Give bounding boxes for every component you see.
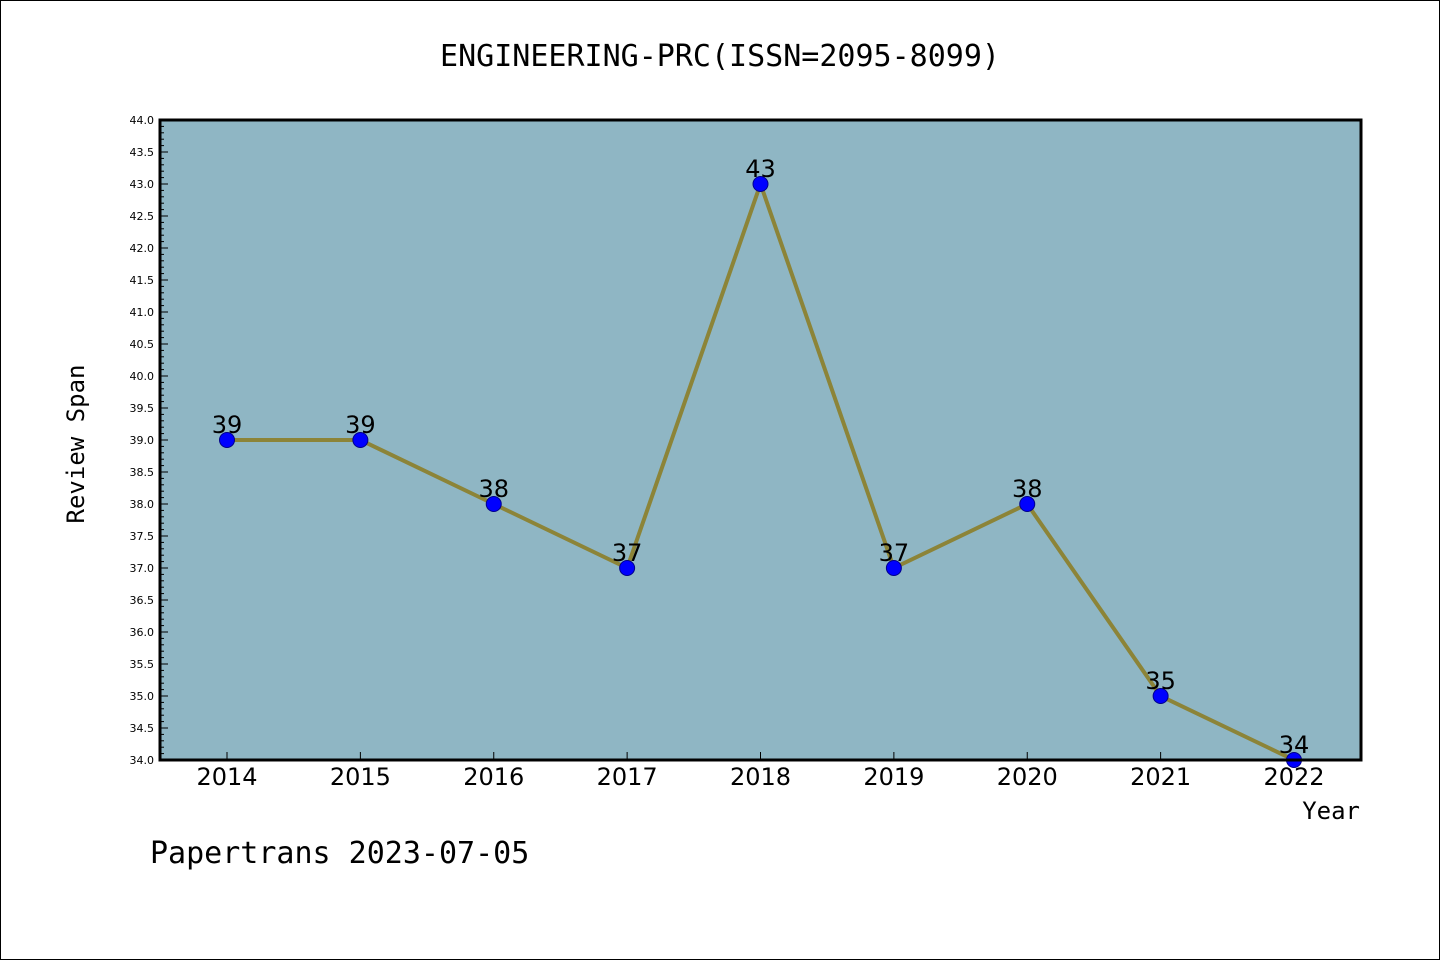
data-label: 37	[612, 539, 643, 567]
data-label: 39	[345, 411, 376, 439]
y-tick-label: 35.5	[130, 658, 155, 671]
y-tick-label: 44.0	[130, 114, 155, 127]
y-tick-label: 42.0	[130, 242, 155, 255]
y-tick-label: 40.0	[130, 370, 155, 383]
x-tick-label: 2015	[330, 763, 391, 791]
x-tick-label: 2021	[1130, 763, 1191, 791]
data-labels: 39 39 38 37 43 37 38 35 34	[212, 155, 1310, 759]
y-tick-label: 41.0	[130, 306, 155, 319]
x-tick-label: 2017	[597, 763, 658, 791]
y-tick-label: 43.0	[130, 178, 155, 191]
y-tick-label: 38.0	[130, 498, 155, 511]
y-tick-label: 37.0	[130, 562, 155, 575]
data-point	[485, 496, 502, 512]
plot-border	[158, 118, 1363, 762]
data-label: 34	[1279, 731, 1310, 759]
y-tick-label: 34.0	[130, 754, 155, 767]
data-label: 39	[212, 411, 243, 439]
data-point	[219, 432, 235, 448]
x-tick-label: 2016	[463, 763, 524, 791]
data-markers	[219, 176, 1302, 768]
data-label: 38	[478, 475, 509, 503]
data-label: 35	[1145, 667, 1176, 695]
x-tick-label: 2014	[196, 763, 257, 791]
y-axis-label: Review Span	[62, 365, 90, 524]
data-label: 43	[745, 155, 776, 183]
x-tick-label: 2019	[863, 763, 924, 791]
chart-title: ENGINEERING-PRC(ISSN=2095-8099)	[440, 39, 1000, 74]
y-tick-label: 43.5	[130, 146, 155, 159]
data-point	[1152, 688, 1169, 704]
x-tick-label: 2020	[997, 763, 1058, 791]
x-axis-label: Year	[1302, 797, 1360, 825]
y-tick-label: 38.5	[130, 466, 155, 479]
y-tick-label: 41.5	[130, 274, 155, 287]
data-point	[752, 176, 769, 192]
y-tick-label: 40.5	[130, 338, 155, 351]
y-axis-ticks: 34.0 34.5 35.0 35.5 36.0 36.5 37.0 37.5 38.0 38.5…	[130, 114, 168, 767]
y-tick-label: 35.0	[130, 690, 155, 703]
data-point	[352, 432, 369, 448]
data-label: 38	[1012, 475, 1043, 503]
y-tick-label: 36.5	[130, 594, 155, 607]
y-tick-label: 39.0	[130, 434, 155, 447]
y-tick-label: 39.5	[130, 402, 155, 415]
footer-watermark: Papertrans 2023-07-05	[150, 836, 529, 871]
y-tick-label: 37.5	[130, 530, 155, 543]
y-tick-label: 42.5	[130, 210, 155, 223]
data-point	[619, 560, 636, 576]
data-point	[885, 560, 902, 576]
data-point	[1019, 496, 1036, 512]
y-tick-label: 36.0	[130, 626, 155, 639]
x-tick-label: 2018	[730, 763, 791, 791]
data-label: 37	[879, 539, 910, 567]
y-tick-label: 34.5	[130, 722, 155, 735]
